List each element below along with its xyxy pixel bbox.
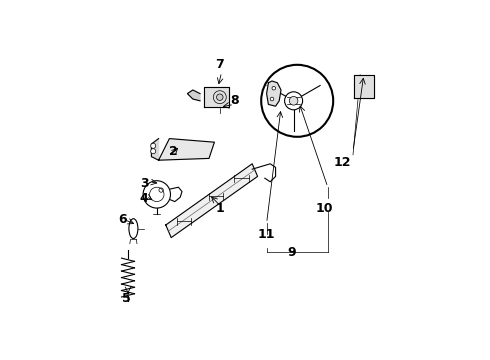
- Polygon shape: [159, 139, 215, 160]
- Circle shape: [270, 97, 274, 101]
- Text: 7: 7: [216, 58, 224, 71]
- Text: 5: 5: [122, 292, 130, 305]
- Circle shape: [151, 143, 156, 148]
- Text: 9: 9: [288, 246, 296, 258]
- Polygon shape: [354, 75, 374, 98]
- Polygon shape: [166, 164, 258, 238]
- Text: 10: 10: [316, 202, 333, 215]
- Text: 12: 12: [334, 156, 351, 168]
- Text: 6: 6: [118, 213, 127, 226]
- Text: 1: 1: [216, 202, 224, 215]
- Polygon shape: [151, 139, 159, 160]
- Circle shape: [217, 94, 223, 100]
- Text: 3: 3: [140, 177, 148, 190]
- Circle shape: [151, 149, 156, 154]
- Text: 11: 11: [258, 228, 275, 240]
- Text: 2: 2: [169, 145, 177, 158]
- Polygon shape: [187, 90, 200, 101]
- Text: 4: 4: [140, 192, 148, 204]
- Circle shape: [272, 86, 275, 90]
- Polygon shape: [267, 81, 281, 106]
- Circle shape: [289, 96, 298, 105]
- Text: 8: 8: [230, 94, 239, 107]
- Polygon shape: [204, 87, 229, 107]
